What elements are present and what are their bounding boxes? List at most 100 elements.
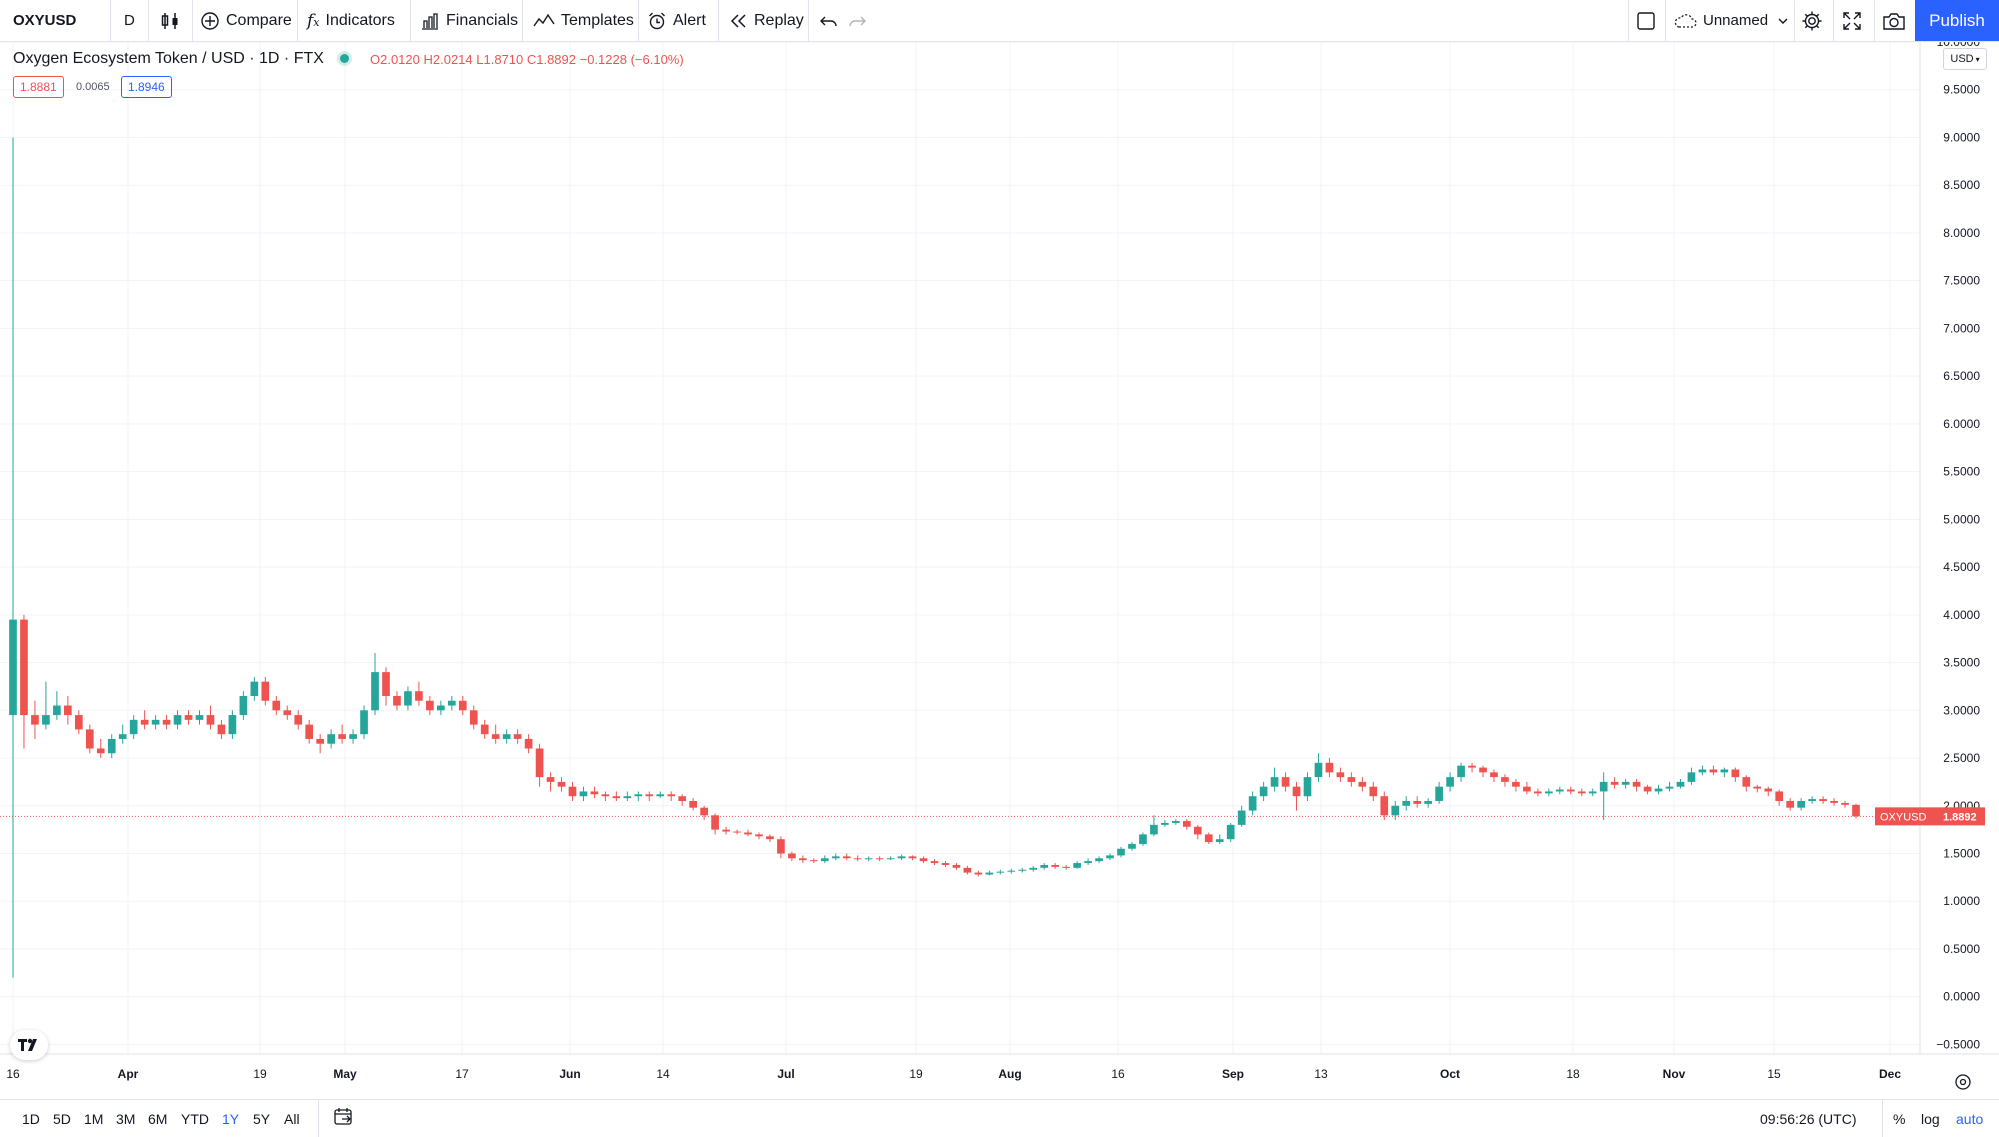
candle — [1182, 819, 1191, 830]
candle — [601, 791, 610, 801]
candle-body — [393, 695, 401, 706]
candle-body — [1512, 781, 1520, 787]
divider — [638, 0, 639, 41]
range-all[interactable]: All — [284, 1110, 300, 1127]
bid-price-box[interactable]: 1.8881 — [13, 76, 64, 98]
candle-body — [1424, 801, 1433, 804]
candle — [1577, 788, 1586, 797]
candle-body — [1643, 786, 1652, 792]
candle — [1204, 832, 1213, 844]
layout-name-button[interactable]: Unnamed — [1673, 0, 1788, 41]
candle-body — [1588, 791, 1597, 794]
candle — [634, 791, 643, 801]
percent-scale-toggle[interactable]: % — [1893, 1110, 1906, 1127]
log-scale-toggle[interactable]: log — [1921, 1110, 1940, 1127]
compare-button[interactable]: Compare — [200, 0, 292, 41]
time-tick-label: 19 — [253, 1067, 267, 1081]
timezone-clock[interactable]: 09:56:26 (UTC) — [1760, 1110, 1857, 1127]
interval-button[interactable]: D — [124, 12, 135, 29]
candle — [733, 829, 741, 835]
candle — [908, 855, 917, 861]
candle-body — [875, 858, 884, 860]
chart-style-button[interactable] — [160, 0, 180, 41]
candle-body — [1391, 805, 1400, 816]
financials-button[interactable]: Financials — [420, 0, 518, 41]
range-1d[interactable]: 1D — [22, 1110, 40, 1127]
redo-button[interactable] — [848, 0, 866, 41]
candle-body — [733, 831, 741, 833]
candle-body — [1259, 786, 1268, 797]
candle — [1007, 868, 1016, 874]
candle-body — [678, 796, 687, 801]
range-ytd[interactable]: YTD — [181, 1110, 209, 1127]
candle — [579, 786, 588, 801]
square-icon — [1636, 11, 1656, 31]
candle-body — [1577, 791, 1586, 794]
range-5y[interactable]: 5Y — [253, 1110, 271, 1127]
range-5d[interactable]: 5D — [53, 1110, 71, 1127]
go-to-date-button[interactable] — [334, 1100, 354, 1137]
candle — [1062, 864, 1070, 870]
candle — [963, 865, 972, 875]
candle-body — [1358, 781, 1367, 787]
replay-button[interactable]: Replay — [730, 0, 804, 41]
range-6m[interactable]: 6M — [148, 1110, 168, 1127]
settings-button[interactable] — [1801, 0, 1823, 41]
candle-body — [1621, 781, 1630, 785]
range-3m[interactable]: 3M — [116, 1110, 136, 1127]
candle — [1676, 779, 1685, 789]
price-chart[interactable]: 10.0000 9.5000 9.0000 8.5000 8.0000 7.5000 7.0… — [0, 42, 1999, 1092]
alert-button[interactable]: Alert — [647, 0, 706, 41]
candle — [513, 729, 522, 744]
axis-settings-button[interactable] — [1955, 1074, 1971, 1090]
price-tick-label: 4.5000 — [1943, 560, 1980, 574]
candle — [941, 861, 950, 867]
candle-body — [1544, 791, 1553, 794]
candle-body — [842, 856, 851, 859]
indicators-button[interactable]: fx Indicators — [307, 0, 395, 41]
candle-body — [1775, 791, 1784, 801]
currency-label: USD — [1950, 53, 1974, 65]
symbol-legend-title[interactable]: Oxygen Ecosystem Token / USD · 1D · FTX — [13, 50, 324, 67]
candle-body — [31, 715, 39, 725]
candle-body — [129, 719, 138, 735]
candle-body — [1830, 801, 1838, 803]
candle-body — [502, 734, 511, 739]
fullscreen-button[interactable] — [1842, 0, 1862, 41]
candle — [656, 791, 665, 799]
templates-button[interactable]: Templates — [533, 0, 634, 41]
time-tick-label: 14 — [656, 1067, 670, 1081]
candle-body — [1742, 777, 1751, 787]
range-1m[interactable]: 1M — [84, 1110, 104, 1127]
candle-body — [283, 710, 292, 716]
candle — [1369, 781, 1378, 801]
candle — [535, 743, 544, 787]
candle — [1687, 767, 1696, 785]
tradingview-logo[interactable] — [10, 1030, 48, 1060]
candle — [96, 738, 105, 759]
auto-scale-toggle[interactable]: auto — [1956, 1110, 1984, 1127]
currency-select[interactable]: USD ▾ — [1943, 48, 1987, 70]
candle-body — [755, 834, 763, 837]
symbol-search[interactable]: OXYUSD — [13, 12, 77, 29]
financials-label: Financials — [446, 11, 519, 29]
candle — [996, 869, 1005, 875]
ask-price-box[interactable]: 1.8946 — [121, 76, 172, 98]
publish-button[interactable]: Publish — [1915, 0, 1999, 41]
undo-button[interactable] — [820, 0, 838, 41]
candle — [678, 794, 687, 806]
candle — [1380, 791, 1389, 821]
range-1y[interactable]: 1Y — [222, 1110, 240, 1127]
candle-body — [700, 807, 708, 816]
candle — [162, 715, 171, 730]
price-tick-label: 9.0000 — [1943, 130, 1980, 144]
candle — [831, 853, 840, 861]
candle-body — [1226, 824, 1235, 840]
layout-select-button[interactable] — [1636, 0, 1656, 41]
indicators-label: Indicators — [325, 11, 395, 29]
candle-body — [20, 619, 28, 716]
price-tick-label: 5.5000 — [1943, 465, 1980, 479]
snapshot-button[interactable] — [1882, 0, 1906, 41]
chevron-down-icon: ▾ — [1975, 54, 1980, 64]
divider — [297, 0, 298, 41]
